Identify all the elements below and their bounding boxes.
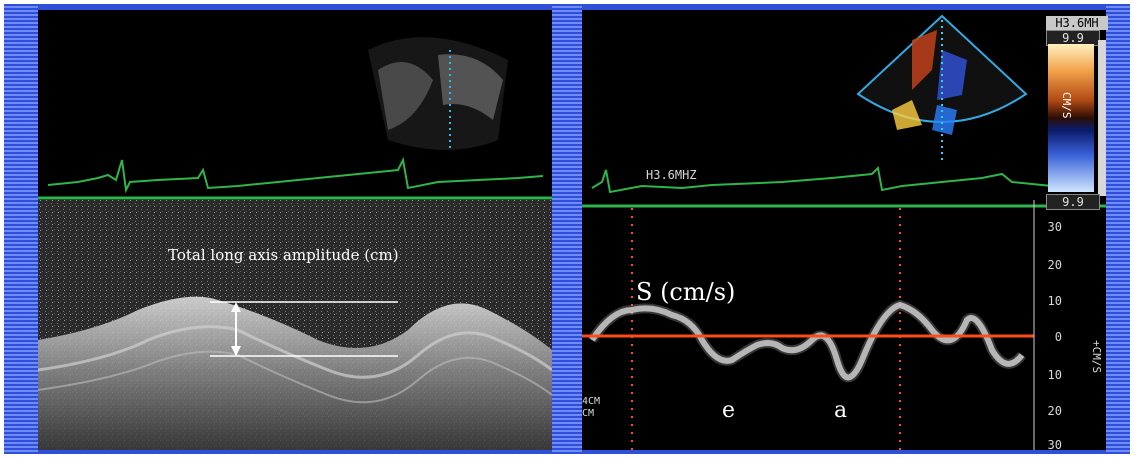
frame-right-border	[1106, 4, 1130, 454]
color-bar-edge	[1098, 40, 1106, 196]
axis-tick-20-top: 20	[1047, 258, 1062, 272]
colorbar-unit-label: CM/S	[1060, 92, 1073, 119]
axis-tick-20-bottom: 20	[1047, 404, 1062, 418]
doppler-panel: S (cm/s) e a H3.6MHZ 4CM CM 30 20 10 0 1…	[582, 10, 1106, 450]
axis-unit-label: +CM/S	[1090, 340, 1103, 374]
color-sector-thumbnail	[856, 14, 1028, 160]
depth-label-2: CM	[582, 408, 595, 419]
scale-min: 9.9	[1046, 194, 1100, 210]
e-wave-label: e	[722, 398, 736, 423]
a-wave-label: a	[834, 398, 848, 423]
mmode-image	[38, 37, 552, 450]
sector-thumbnail	[368, 37, 508, 151]
depth-label-1: 4CM	[582, 396, 601, 407]
s-velocity-label: S (cm/s)	[636, 278, 736, 306]
ecg-trace	[47, 156, 544, 194]
frame-center-divider	[552, 4, 582, 454]
mmode-panel: Total long axis amplitude (cm)	[38, 10, 552, 450]
axis-tick-30-bottom: 30	[1047, 438, 1062, 450]
doppler-image	[582, 14, 1106, 450]
axis-tick-10-bottom: 10	[1047, 368, 1062, 382]
transducer-freq-label: H3.6MHZ	[646, 168, 697, 182]
axis-tick-30-top: 30	[1047, 220, 1062, 234]
axis-tick-0: 0	[1054, 330, 1062, 344]
velocity-color-bar	[1048, 44, 1094, 192]
freq-badge: H3.6MH	[1046, 16, 1108, 30]
frame-left-border	[4, 4, 38, 454]
ecg-trace-right	[591, 165, 1083, 194]
axis-tick-10-top: 10	[1047, 294, 1062, 308]
amplitude-annotation: Total long axis amplitude (cm)	[168, 246, 399, 264]
